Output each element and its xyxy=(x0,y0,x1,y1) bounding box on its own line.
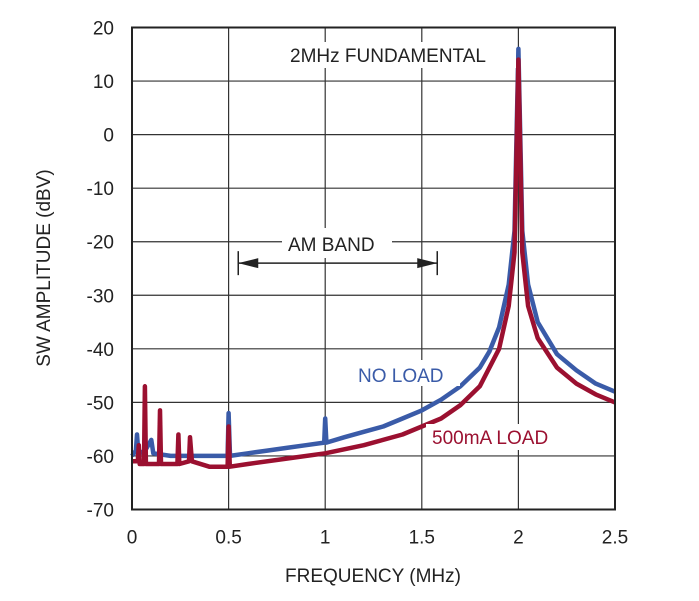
fundamental-label-bg xyxy=(284,42,516,68)
arrow-right-icon xyxy=(417,258,438,269)
x-tick-label: 0.5 xyxy=(215,528,241,549)
y-tick-label: -40 xyxy=(87,340,114,361)
x-tick-label: 2.5 xyxy=(602,528,628,549)
x-tick-label: 1.5 xyxy=(409,528,435,549)
x-tick-label: 1 xyxy=(320,528,331,549)
y-tick-label: 20 xyxy=(93,19,114,40)
y-tick-label: -70 xyxy=(87,501,114,522)
y-tick-label: -20 xyxy=(87,233,114,254)
plot-frame xyxy=(131,26,616,511)
legend-500ma-load: 500mA LOAD xyxy=(432,428,548,449)
load-label-bg xyxy=(426,424,574,450)
y-tick-label: 10 xyxy=(93,72,114,93)
fundamental-annotation: 2MHz FUNDAMENTAL xyxy=(290,46,486,67)
no-load-label-bg xyxy=(352,360,460,386)
am-band-label: AM BAND xyxy=(288,235,375,256)
y-tick-label: 0 xyxy=(103,126,114,147)
legend-no-load: NO LOAD xyxy=(358,366,444,387)
y-tick-label: -30 xyxy=(87,286,114,307)
y-tick-label: -10 xyxy=(87,179,114,200)
am-band-marker xyxy=(237,251,439,276)
arrow-left-icon xyxy=(238,258,259,269)
am-band-label-bg xyxy=(282,228,392,258)
y-tick-label: -50 xyxy=(87,393,114,414)
x-tick-label: 0 xyxy=(127,528,138,549)
x-axis-label: FREQUENCY (MHz) xyxy=(285,566,461,587)
series-layer xyxy=(130,46,616,469)
series-500ma-load-line xyxy=(132,57,616,469)
x-tick-label: 2 xyxy=(513,528,524,549)
tick-labels: 0 0.5 1 1.5 2 2.5 20 10 0 -10 -20 -30 -40 -50 -60 -70 xyxy=(87,19,629,549)
y-tick-label: -60 xyxy=(87,447,114,468)
y-axis-label: SW AMPLITUDE (dBV) xyxy=(34,169,55,366)
